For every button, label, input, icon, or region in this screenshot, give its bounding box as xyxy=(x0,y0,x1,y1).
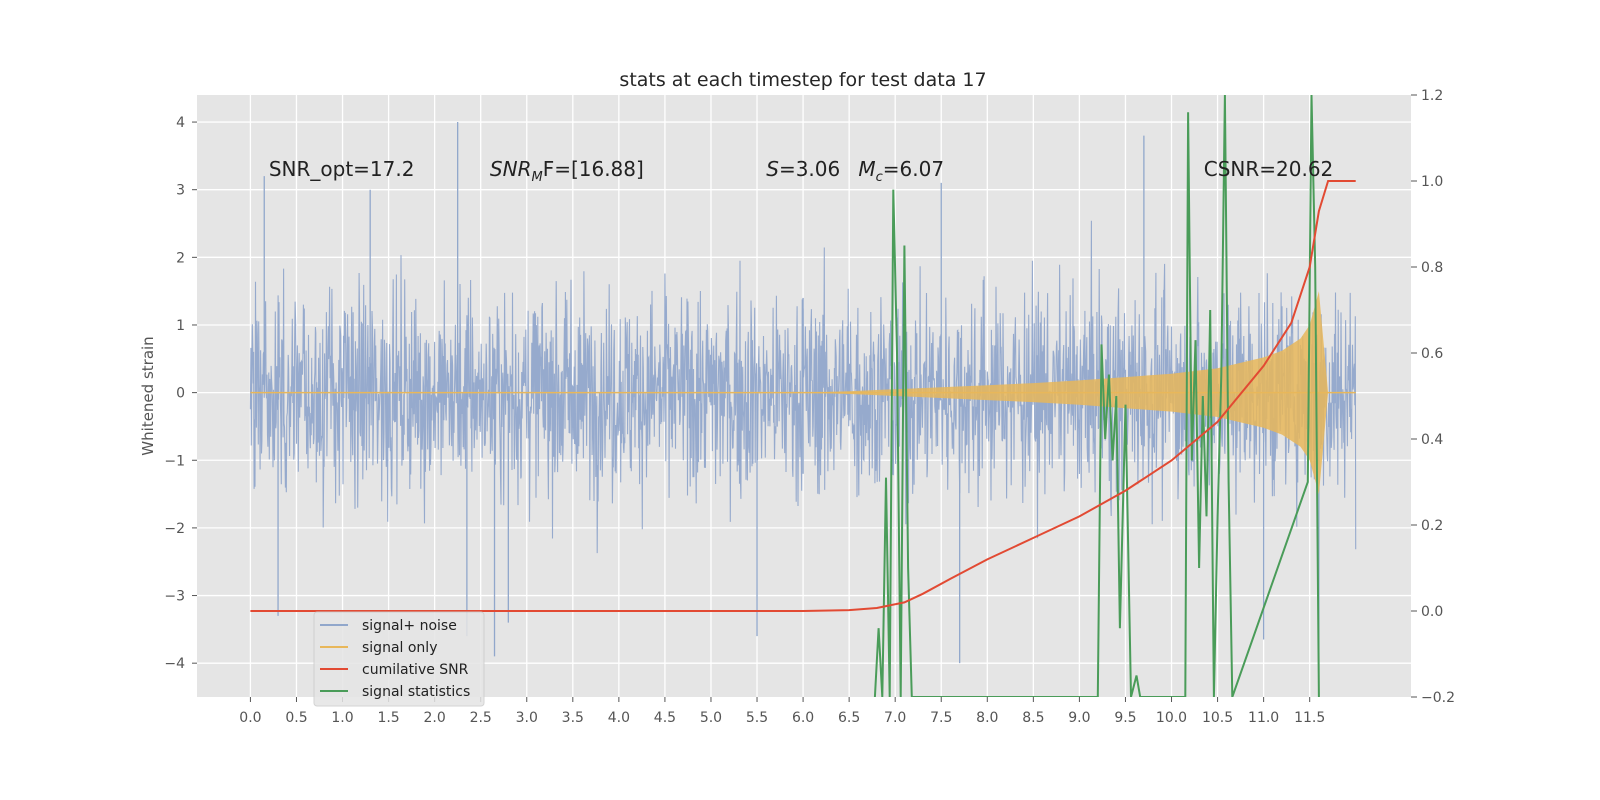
annotation-text: S=3.06 xyxy=(766,157,840,181)
y-tick-label: −1 xyxy=(164,453,185,469)
annotation-symbol: S xyxy=(766,157,779,181)
y-tick-label: −2 xyxy=(164,521,185,537)
annotation-part: =6.07 xyxy=(883,157,944,181)
x-tick-label: 8.5 xyxy=(1022,710,1044,726)
y-tick-label: −4 xyxy=(164,656,185,672)
y2-tick-label: 0.2 xyxy=(1421,518,1443,534)
plot-series-group xyxy=(249,95,1357,697)
annotation-part: CSNR=20.62 xyxy=(1204,157,1334,181)
annotation-part: F=[16.88] xyxy=(543,157,644,181)
x-tick-label: 3.0 xyxy=(516,710,538,726)
y2-tick-label: 1.2 xyxy=(1421,88,1443,104)
x-tick-label: 8.0 xyxy=(976,710,998,726)
y2-tick-label: 1.0 xyxy=(1421,174,1443,190)
x-tick-label: 9.0 xyxy=(1068,710,1090,726)
x-tick-label: 4.5 xyxy=(654,710,676,726)
y-tick-label: 0 xyxy=(176,386,185,402)
annotation-part: SNR_opt=17.2 xyxy=(269,157,415,181)
legend-label: signal only xyxy=(362,640,437,656)
x-tick-label: 3.5 xyxy=(562,710,584,726)
legend-label: signal+ noise xyxy=(362,618,457,634)
x-tick-label: 6.0 xyxy=(792,710,814,726)
x-tick-label: 7.5 xyxy=(930,710,952,726)
x-tick-label: 9.5 xyxy=(1114,710,1136,726)
annotation-part: =3.06 xyxy=(779,157,840,181)
y-tick-label: 2 xyxy=(176,250,185,266)
y-axis-label: Whitened strain xyxy=(139,336,157,455)
x-tick-label: 0.0 xyxy=(239,710,261,726)
y2-tick-label: 0.8 xyxy=(1421,260,1443,276)
y2-tick-label: 0.6 xyxy=(1421,346,1443,362)
annotation-subscript: c xyxy=(876,170,883,185)
annotation-text: Mc=6.07 xyxy=(858,157,944,185)
annotation-text: SNRMF=[16.88] xyxy=(490,157,644,185)
x-tick-label: 2.0 xyxy=(424,710,446,726)
x-tick-label: 11.5 xyxy=(1294,710,1325,726)
y-tick-label: −3 xyxy=(164,589,185,605)
legend-box xyxy=(313,611,485,707)
legend-label: cumilative SNR xyxy=(362,662,469,678)
x-tick-label: 10.0 xyxy=(1156,710,1187,726)
x-tick-label: 10.5 xyxy=(1202,710,1233,726)
x-tick-label: 5.0 xyxy=(700,710,722,726)
y2-tick-label: −0.2 xyxy=(1421,690,1455,706)
y2-tick-label: 0.4 xyxy=(1421,432,1443,448)
x-tick-label: 1.0 xyxy=(331,710,353,726)
y-tick-label: 3 xyxy=(176,183,185,199)
annotation-symbol: M xyxy=(858,157,875,181)
y-tick-label: 4 xyxy=(176,115,185,131)
annotation-subscript: M xyxy=(531,170,542,185)
annotation-text: CSNR=20.62 xyxy=(1204,157,1334,181)
x-tick-label: 6.5 xyxy=(838,710,860,726)
series-signal-statistics-line xyxy=(873,95,1320,697)
x-tick-label: 11.0 xyxy=(1248,710,1279,726)
x-tick-label: 2.5 xyxy=(470,710,492,726)
legend-label: signal statistics xyxy=(362,684,470,700)
chart-title: stats at each timestep for test data 17 xyxy=(619,69,986,91)
x-tick-label: 1.5 xyxy=(377,710,399,726)
annotation-symbol: SNR xyxy=(490,157,532,181)
x-tick-label: 5.5 xyxy=(746,710,768,726)
y-tick-label: 1 xyxy=(176,318,185,334)
x-tick-label: 4.0 xyxy=(608,710,630,726)
x-tick-label: 7.0 xyxy=(884,710,906,726)
y2-tick-label: 0.0 xyxy=(1421,604,1443,620)
series-cumulative-snr-line xyxy=(250,180,1356,612)
annotation-text: SNR_opt=17.2 xyxy=(269,157,415,181)
x-tick-label: 0.5 xyxy=(285,710,307,726)
